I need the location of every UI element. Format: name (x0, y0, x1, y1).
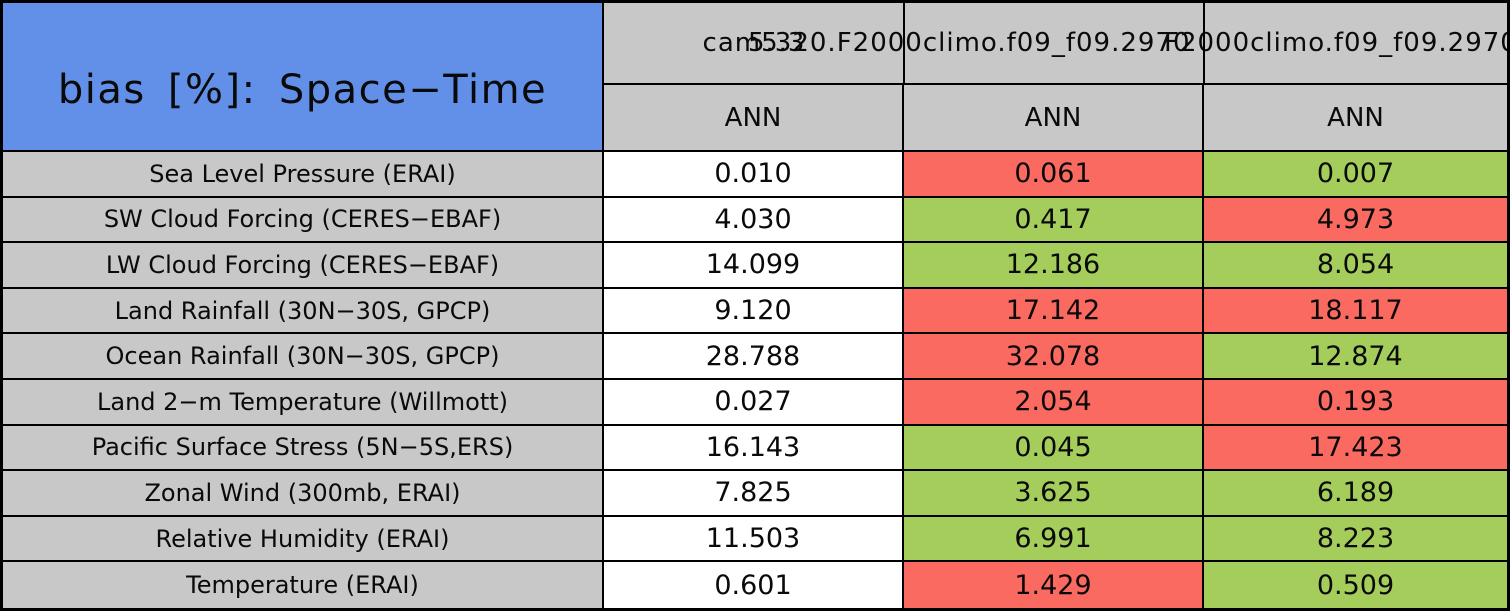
value-cell: 32.078 (904, 334, 1204, 380)
value-cell: 14.099 (604, 243, 904, 289)
page-title: bias [%]: Space−Time (57, 66, 548, 113)
case-name-column-1: cam5.3 (702, 28, 806, 58)
table-title-cell: bias [%]: Space−Time (3, 3, 604, 152)
value-cell: 17.423 (1204, 425, 1507, 472)
value-cell: 0.509 (1204, 562, 1507, 608)
value-cell: 0.193 (1204, 379, 1507, 426)
row-label: Sea Level Pressure (ERAI) (3, 152, 604, 198)
value-cell: 18.117 (1204, 288, 1507, 335)
value-cell: 0.027 (604, 379, 904, 426)
value-cell: 3.625 (904, 471, 1204, 517)
row-label: Land Rainfall (30N−30S, GPCP) (3, 288, 604, 335)
value-cell: 12.186 (904, 243, 1204, 289)
value-cell: 11.503 (604, 516, 904, 563)
value-cell: 0.601 (604, 562, 904, 608)
value-cell: 1.429 (904, 562, 1204, 608)
column-divider (1203, 3, 1205, 83)
row-label: Pacific Surface Stress (5N−5S,ERS) (3, 425, 604, 472)
value-cell: 17.142 (904, 288, 1204, 335)
value-cell: 7.825 (604, 471, 904, 517)
season-header-1: ANN (604, 85, 904, 152)
column-divider (903, 3, 905, 83)
row-label: Relative Humidity (ERAI) (3, 516, 604, 563)
value-cell: 2.054 (904, 379, 1204, 426)
value-cell: 0.010 (604, 152, 904, 198)
value-cell: 6.991 (904, 516, 1204, 563)
value-cell: 0.061 (904, 152, 1204, 198)
value-cell: 6.189 (1204, 471, 1507, 517)
value-cell: 4.973 (1204, 197, 1507, 244)
row-label: Land 2−m Temperature (Willmott) (3, 379, 604, 426)
row-label: Temperature (ERAI) (3, 562, 604, 608)
value-cell: 8.054 (1204, 243, 1507, 289)
value-cell: 0.417 (904, 197, 1204, 244)
value-cell: 12.874 (1204, 334, 1507, 380)
value-cell: 16.143 (604, 425, 904, 472)
row-label: LW Cloud Forcing (CERES−EBAF) (3, 243, 604, 289)
row-label: Ocean Rainfall (30N−30S, GPCP) (3, 334, 604, 380)
case-header-row: cam5.3 5.320.F2000climo.f09_f09.2970 F20… (604, 3, 1507, 85)
row-label: SW Cloud Forcing (CERES−EBAF) (3, 197, 604, 244)
value-cell: 28.788 (604, 334, 904, 380)
value-cell: 0.007 (1204, 152, 1507, 198)
season-header-3: ANN (1204, 85, 1507, 152)
case-name-column-2: 5.320.F2000climo.f09_f09.2970 (748, 28, 1191, 58)
case-name-column-3: F2000climo.f09_f09.2970 (1164, 28, 1510, 58)
season-header-2: ANN (904, 85, 1204, 152)
value-cell: 8.223 (1204, 516, 1507, 563)
row-label: Zonal Wind (300mb, ERAI) (3, 471, 604, 517)
value-cell: 9.120 (604, 288, 904, 335)
value-cell: 0.045 (904, 425, 1204, 472)
value-cell: 4.030 (604, 197, 904, 244)
